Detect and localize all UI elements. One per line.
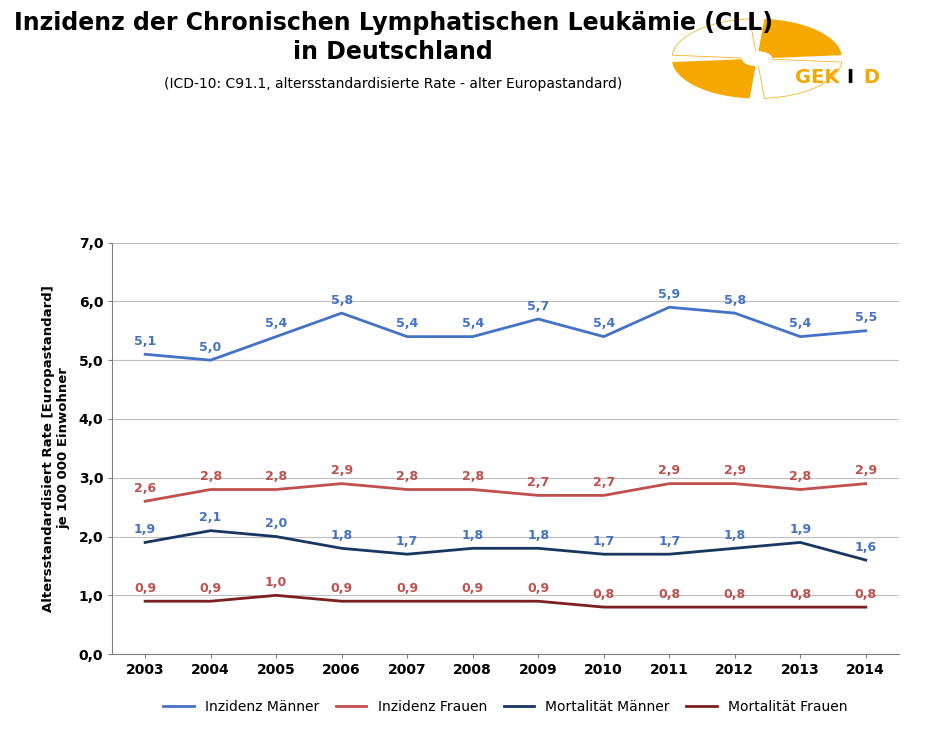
Text: 1,8: 1,8 [527,529,549,542]
Text: 2,8: 2,8 [199,470,222,483]
Polygon shape [757,19,841,59]
Text: 5,4: 5,4 [265,318,287,330]
Text: 5,4: 5,4 [789,318,812,330]
Text: 2,8: 2,8 [789,470,812,483]
Text: 1,9: 1,9 [134,523,156,536]
Text: 2,1: 2,1 [199,512,222,524]
Text: D: D [863,68,880,87]
Text: 0,9: 0,9 [461,582,484,595]
Text: 5,7: 5,7 [527,300,549,312]
Text: 5,4: 5,4 [461,318,484,330]
Text: 0,8: 0,8 [855,588,877,600]
Text: 1,7: 1,7 [592,535,615,548]
Text: 1,8: 1,8 [724,529,746,542]
Text: 0,8: 0,8 [658,588,680,600]
Circle shape [742,51,771,65]
Text: 2,6: 2,6 [134,482,156,495]
Text: 2,9: 2,9 [855,465,877,477]
Text: 2,7: 2,7 [527,476,549,489]
Text: (ICD-10: C91.1, altersstandardisierte Rate - alter Europastandard): (ICD-10: C91.1, altersstandardisierte Ra… [164,77,622,91]
Text: 5,8: 5,8 [330,294,353,306]
Text: 1,6: 1,6 [855,541,877,553]
Text: 5,1: 5,1 [134,335,156,348]
Text: 2,9: 2,9 [658,465,680,477]
Text: 5,0: 5,0 [199,341,222,354]
Text: 2,8: 2,8 [396,470,418,483]
Polygon shape [757,59,841,98]
Text: 5,9: 5,9 [658,288,680,301]
Polygon shape [672,19,757,59]
Text: 1,8: 1,8 [461,529,484,542]
Text: 0,8: 0,8 [789,588,812,600]
Text: 2,0: 2,0 [265,517,287,530]
Text: 2,7: 2,7 [592,476,615,489]
Polygon shape [672,59,757,98]
Text: 0,9: 0,9 [330,582,353,595]
Text: 2,8: 2,8 [461,470,484,483]
Text: 1,7: 1,7 [396,535,418,548]
Text: 0,9: 0,9 [134,582,156,595]
Text: 0,9: 0,9 [199,582,222,595]
Text: 2,9: 2,9 [724,465,746,477]
Text: 1,9: 1,9 [789,523,812,536]
Y-axis label: Altersstandardisiert Rate [Europastandard]
je 100 000 Einwohner: Altersstandardisiert Rate [Europastandar… [42,285,70,612]
Text: 0,9: 0,9 [396,582,418,595]
Text: 1,0: 1,0 [265,576,287,589]
Text: 5,5: 5,5 [855,312,877,324]
Text: 5,4: 5,4 [396,318,418,330]
Text: 2,9: 2,9 [330,465,353,477]
Text: 2,8: 2,8 [265,470,287,483]
Text: I: I [846,68,853,87]
Text: 5,4: 5,4 [592,318,615,330]
Text: 1,8: 1,8 [330,529,353,542]
Text: 0,8: 0,8 [592,588,615,600]
Text: GEK: GEK [796,68,840,87]
Text: 1,7: 1,7 [658,535,680,548]
Text: Inzidenz der Chronischen Lymphatischen Leukämie (CLL): Inzidenz der Chronischen Lymphatischen L… [14,11,772,35]
Text: in Deutschland: in Deutschland [293,40,493,65]
Text: 5,8: 5,8 [724,294,746,306]
Text: 0,8: 0,8 [724,588,746,600]
Text: 0,9: 0,9 [527,582,549,595]
Legend: Inzidenz Männer, Inzidenz Frauen, Mortalität Männer, Mortalität Frauen: Inzidenz Männer, Inzidenz Frauen, Mortal… [158,694,853,720]
